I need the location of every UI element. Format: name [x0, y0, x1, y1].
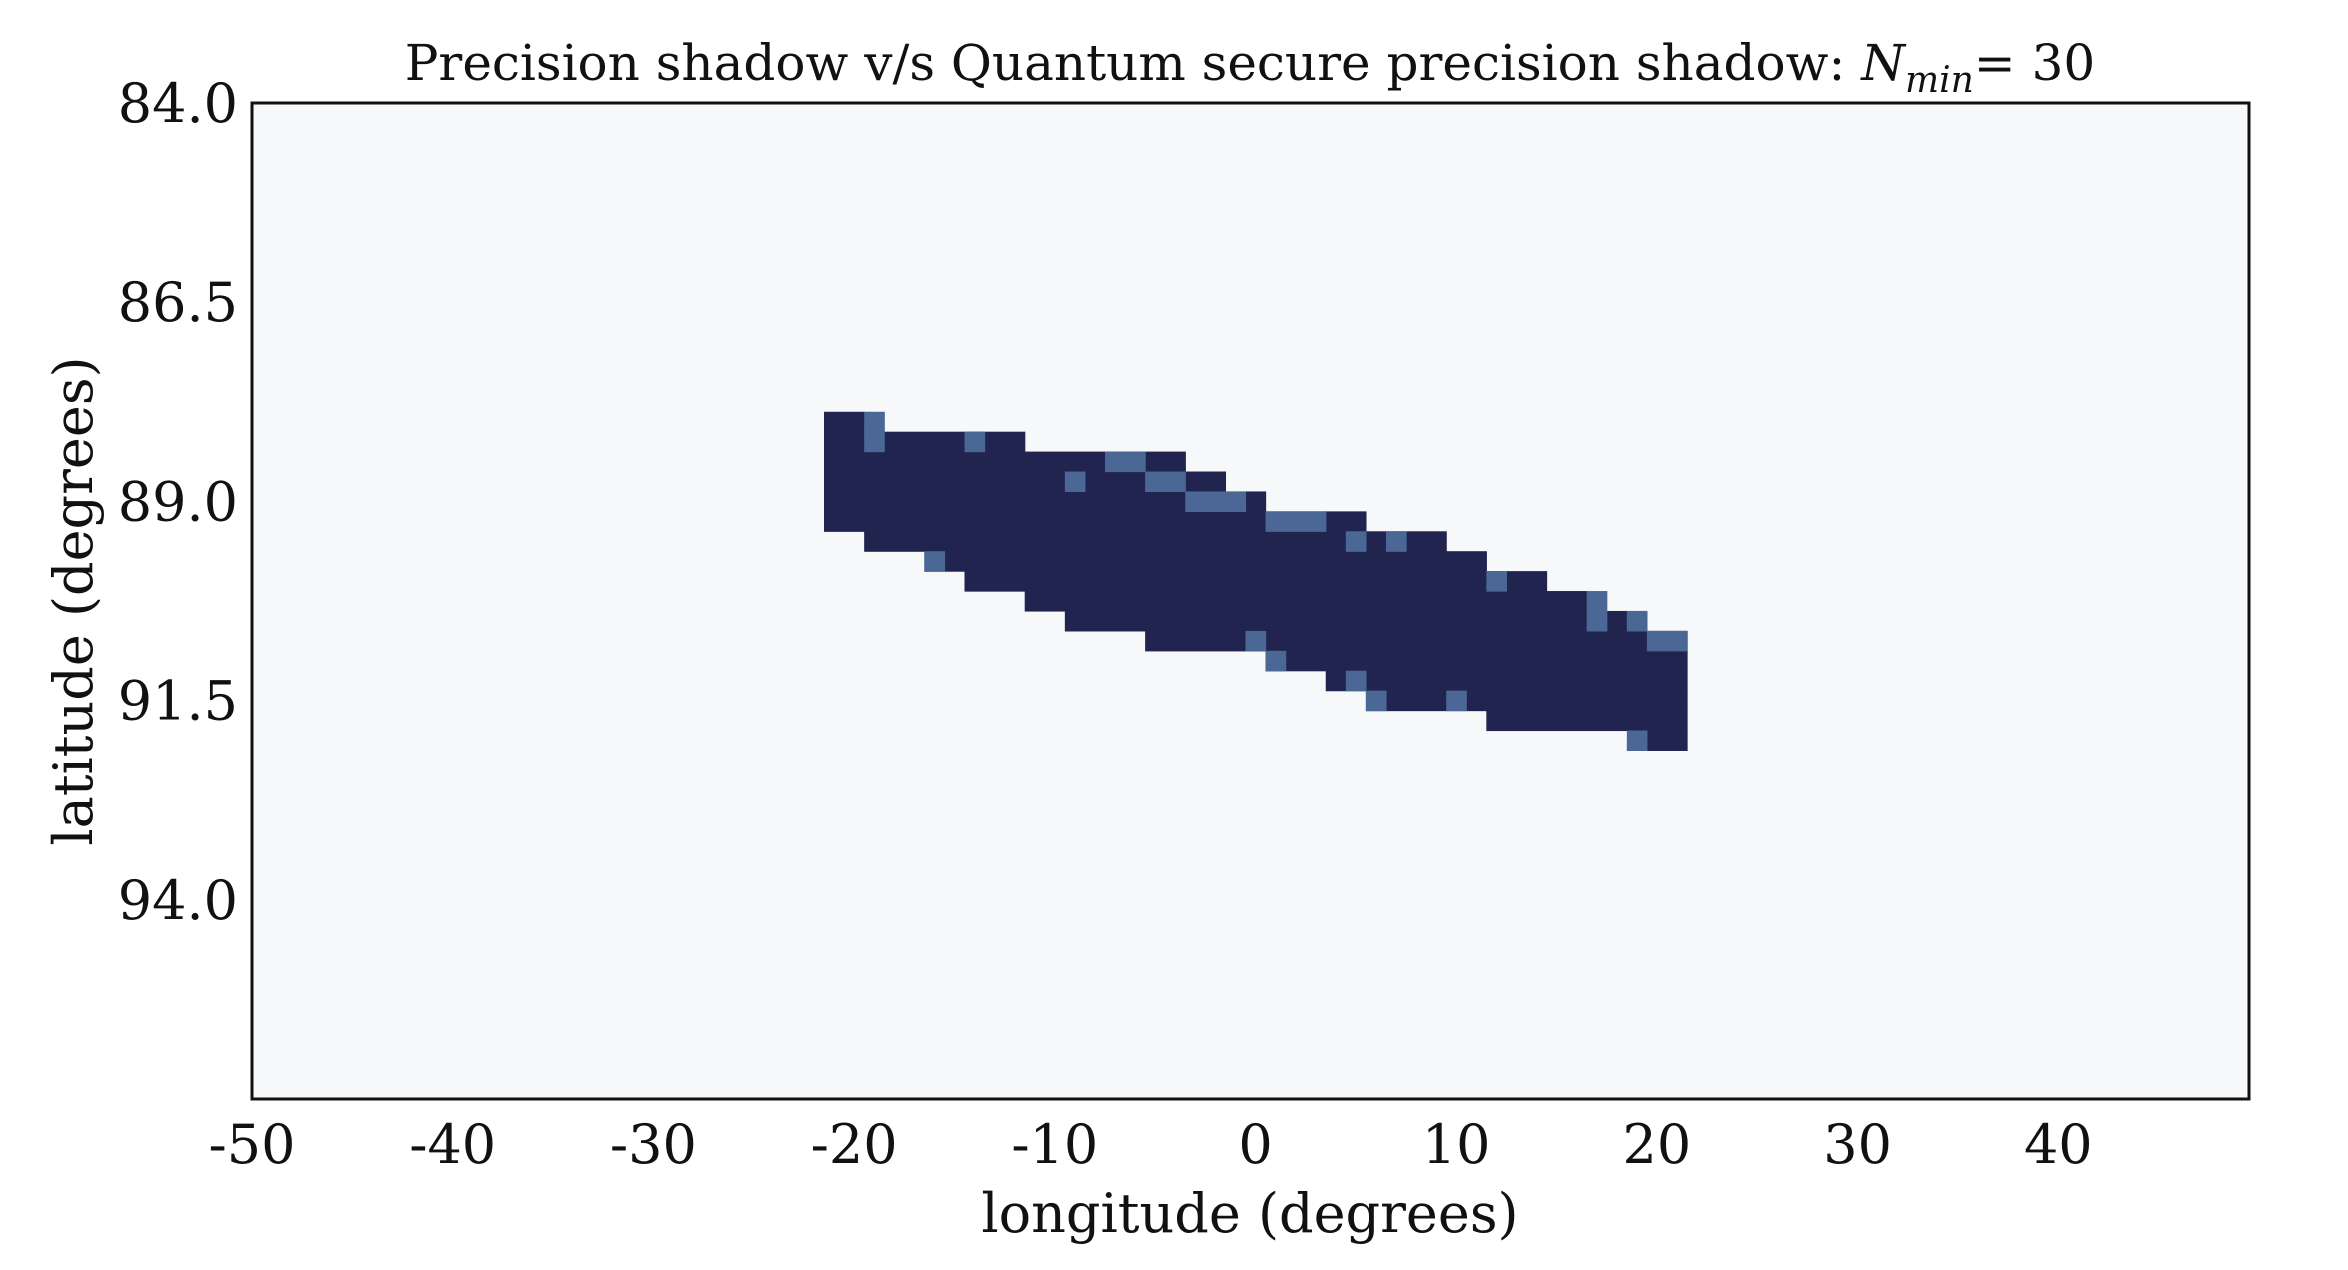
quantum-secure-cell	[1345, 531, 1367, 552]
quantum-secure-cell	[1365, 690, 1387, 712]
shadow-cell	[824, 431, 1026, 453]
x-tick-label: 40	[2024, 1113, 2093, 1176]
quantum-secure-cell	[1586, 591, 1608, 612]
x-tick-label: 20	[1623, 1113, 1692, 1176]
x-tick-label: -20	[811, 1113, 898, 1176]
plot-frame	[250, 101, 2251, 1101]
shadow-cell	[924, 551, 1487, 572]
chart-title-math-base: N	[1860, 34, 1907, 92]
quantum-secure-cell	[1185, 491, 1247, 512]
shadow-cell	[1145, 630, 1688, 652]
x-tick-label: -30	[610, 1113, 697, 1176]
shadow-cell	[1325, 670, 1688, 692]
quantum-secure-cell	[1646, 630, 1688, 652]
shadow-cell	[1024, 591, 1588, 612]
x-tick-label: 10	[1422, 1113, 1491, 1176]
x-tick-label: -10	[1011, 1113, 1098, 1176]
quantum-secure-cell	[1265, 650, 1287, 672]
quantum-secure-cell	[1265, 511, 1327, 532]
x-tick-label: 0	[1238, 1113, 1272, 1176]
quantum-secure-cell	[864, 431, 885, 453]
y-tick-label: 84.0	[118, 72, 238, 135]
quantum-secure-cell	[1345, 670, 1367, 692]
shadow-cell	[824, 491, 1267, 512]
quantum-secure-cell	[1446, 690, 1467, 712]
quantum-secure-cell	[1586, 610, 1608, 632]
chart-title-math-equals: = 30	[1974, 34, 2095, 92]
quantum-secure-cell	[924, 551, 946, 572]
x-tick-label: 30	[1823, 1113, 1892, 1176]
shadow-cell	[964, 571, 1548, 592]
quantum-secure-cell	[1064, 471, 1086, 493]
quantum-secure-cell	[1486, 571, 1507, 592]
chart-title-math-subscript: min	[1905, 60, 1974, 101]
quantum-secure-cell	[1626, 610, 1648, 632]
y-tick-label: 91.5	[118, 670, 238, 733]
shadow-cell	[824, 451, 1186, 473]
shadow-cell	[864, 531, 1447, 552]
chart-title: Precision shadow v/s Quantum secure prec…	[405, 34, 2095, 101]
heatmap-cells	[824, 411, 1688, 751]
shadow-cell	[1365, 690, 1688, 712]
x-axis-ticks: -50 -40 -30 -20 -10 0 10 20 30 40	[209, 1113, 2093, 1176]
shadow-cell	[824, 471, 1227, 493]
shadow-cell	[1646, 730, 1688, 751]
y-tick-label: 89.0	[118, 470, 238, 533]
chart-title-text: Precision shadow v/s Quantum secure prec…	[405, 34, 1861, 92]
shadow-cell	[1265, 650, 1688, 672]
x-tick-label: -50	[209, 1113, 296, 1176]
y-tick-label: 94.0	[118, 869, 238, 932]
quantum-secure-cell	[1626, 730, 1648, 751]
shadow-cell	[1486, 710, 1688, 732]
shadow-cell	[1064, 610, 1648, 632]
quantum-secure-cell	[1245, 630, 1267, 652]
x-tick-label: -40	[409, 1113, 496, 1176]
quantum-secure-cell	[1145, 471, 1186, 493]
y-axis-ticks: 84.0 86.5 89.0 91.5 94.0	[118, 72, 238, 932]
y-tick-label: 86.5	[118, 271, 238, 334]
quantum-secure-cell	[964, 431, 986, 453]
shadow-cell	[824, 411, 865, 433]
quantum-secure-cell	[1385, 531, 1407, 552]
x-axis-label: longitude (degrees)	[981, 1182, 1518, 1245]
shadow-cell	[824, 511, 1367, 532]
quantum-secure-cell	[864, 411, 885, 433]
quantum-secure-cell	[1104, 451, 1146, 473]
y-axis-label: latitude (degrees)	[42, 356, 105, 845]
